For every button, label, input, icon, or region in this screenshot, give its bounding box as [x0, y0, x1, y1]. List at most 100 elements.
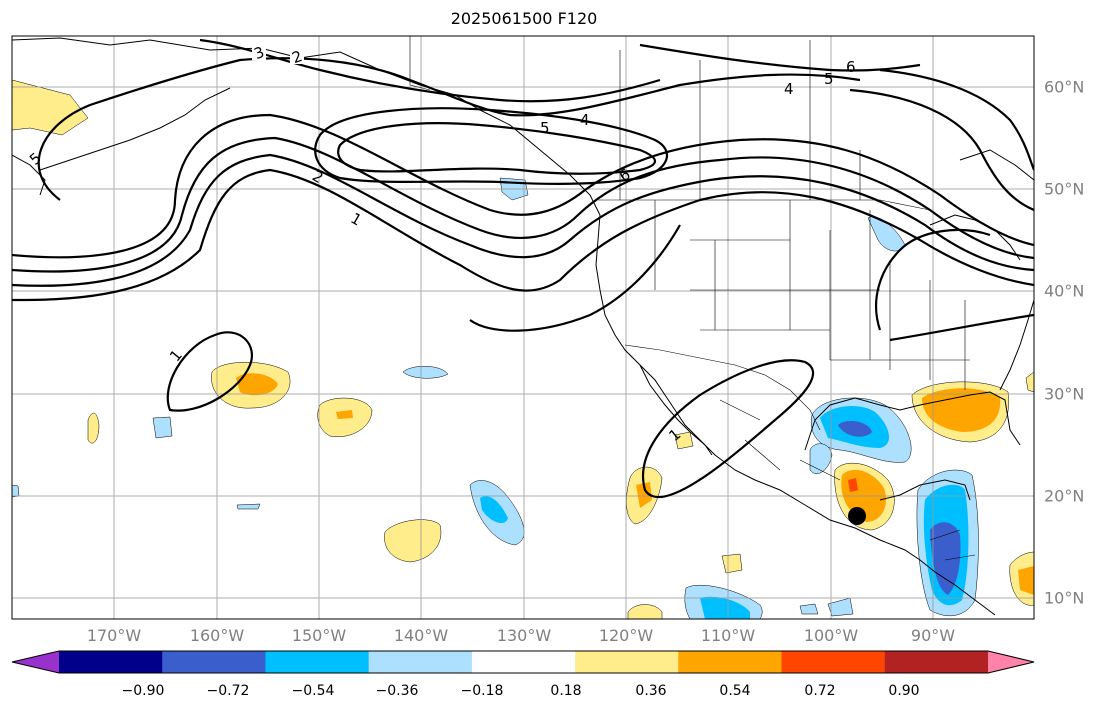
contour-label: 4: [784, 80, 794, 98]
east-coast: [999, 299, 1034, 391]
lon-label: 160°W: [189, 626, 245, 645]
contour-line: [12, 168, 1034, 302]
contour-line: [642, 359, 815, 499]
lon-label: 90°W: [910, 626, 956, 645]
map-border: [11, 35, 1035, 620]
lat-label: 60°N: [1044, 77, 1085, 97]
lon-label: 110°W: [700, 626, 756, 645]
lon-label: 140°W: [393, 626, 449, 645]
contour-line: [314, 107, 668, 185]
anomaly-blob: [1018, 566, 1034, 595]
colorbar-tick-label: −0.90: [121, 683, 165, 699]
anomaly-blob: [636, 482, 652, 508]
anomaly-blob: [236, 503, 261, 510]
lon-label: 120°W: [598, 626, 654, 645]
lat-label: 30°N: [1044, 384, 1085, 404]
anomaly-blob: [674, 431, 694, 450]
contour-line: [875, 228, 991, 331]
contour-line: [469, 224, 681, 332]
anomaly-blob: [87, 412, 100, 444]
colorbar-tick-label: 0.36: [635, 683, 667, 699]
contour-line: [879, 68, 1034, 171]
colorbar-segment: [781, 651, 886, 673]
lon-label: 170°W: [86, 626, 142, 645]
anomaly-blob: [12, 79, 89, 136]
contour-label: 6: [846, 58, 856, 76]
anomaly-blob: [1025, 371, 1034, 393]
colorbar-extend-max: [988, 651, 1034, 673]
colorbar-tick-label: −0.72: [206, 683, 250, 699]
lon-label: 100°W: [803, 626, 859, 645]
anomaly-blob: [384, 519, 442, 563]
colorbar: [11, 650, 1035, 674]
us-canada-border: [598, 199, 931, 211]
colorbar-tick-label: −0.54: [291, 683, 335, 699]
anomaly-blob: [480, 496, 508, 524]
state-lines: [654, 200, 970, 390]
anomaly-blob: [336, 410, 353, 419]
lat-label: 10°N: [1044, 588, 1085, 608]
height-contours: [12, 38, 1034, 499]
colorbar-segment: [575, 651, 679, 673]
contour-label: 5: [824, 70, 834, 88]
colorbar-tick-label: 0.90: [888, 683, 920, 699]
anomaly-blob: [838, 420, 872, 437]
colorbar-tick-label: −0.18: [460, 683, 504, 699]
colorbar-tick-label: 0.72: [804, 683, 836, 699]
north-american-west-coast: [595, 214, 996, 616]
lon-label: 130°W: [496, 626, 552, 645]
contour-line: [12, 153, 1034, 287]
colorbar-outline: [11, 650, 1035, 674]
anomaly-blob: [799, 603, 819, 615]
negative-anomaly-shading: [12, 177, 979, 619]
graticule: [12, 36, 1034, 619]
lat-label: 50°N: [1044, 179, 1085, 199]
contour-label: 4: [580, 111, 590, 129]
anomaly-blob: [922, 388, 1001, 432]
colorbar-segment: [162, 651, 266, 673]
colorbar-segment: [884, 651, 989, 673]
anomaly-blob: [236, 373, 278, 396]
anomaly-blob: [627, 604, 663, 619]
colorbar-tick-label: −0.36: [375, 683, 419, 699]
map-title: 2025061500 F120: [450, 9, 598, 28]
colorbar-tick-label: 0.54: [719, 683, 751, 699]
location-marker[interactable]: [848, 507, 866, 525]
central-america-borders: [929, 529, 976, 561]
contour-line: [12, 113, 1034, 259]
mexico-state-lines: [719, 399, 841, 481]
colorbar-extend-min: [12, 651, 59, 673]
lat-label: 40°N: [1044, 281, 1085, 301]
contour-line: [639, 43, 921, 72]
anomaly-blob: [848, 478, 858, 492]
anomaly-blob: [930, 522, 961, 595]
anomaly-blob: [152, 416, 173, 439]
colorbar-segment: [368, 651, 473, 673]
lat-label: 20°N: [1044, 486, 1085, 506]
colorbar-segment: [59, 651, 163, 673]
lon-label: 150°W: [291, 626, 347, 645]
anomaly-blob: [700, 596, 750, 619]
colorbar-tick-label: 0.18: [550, 683, 582, 699]
contour-line: [166, 331, 253, 412]
colorbar-segment: [265, 651, 370, 673]
alaska-canada-border: [409, 36, 431, 91]
contour-label: 5: [540, 119, 550, 137]
gulf-of-mexico-coast: [804, 391, 1021, 451]
canada-province-lines: [619, 40, 861, 200]
colorbar-segment: [678, 651, 783, 673]
contour-line: [337, 122, 657, 175]
baja-california: [639, 364, 713, 456]
hudson-bay-edge: [959, 149, 1034, 181]
contour-line: [12, 136, 1034, 273]
asia-coast: [12, 154, 46, 196]
contour-line: [37, 57, 861, 201]
contour-line: [889, 313, 1034, 342]
anomaly-blob: [809, 443, 833, 474]
aleutian-islands: [39, 87, 231, 171]
anomaly-blob: [12, 484, 20, 498]
anomaly-blob: [721, 553, 743, 574]
anomaly-blob: [402, 366, 449, 379]
contour-line: [849, 88, 1034, 212]
